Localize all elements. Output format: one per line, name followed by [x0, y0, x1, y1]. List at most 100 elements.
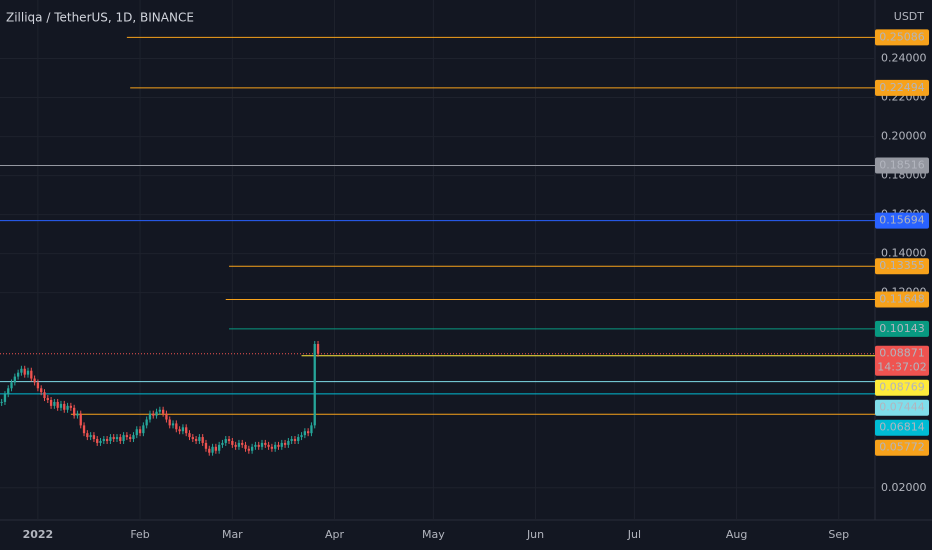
candle-body — [63, 403, 66, 410]
candle-body — [7, 388, 10, 395]
candle-body — [145, 419, 148, 426]
candle-body — [274, 444, 277, 449]
x-tick-label: Jul — [627, 528, 641, 541]
candle-body — [99, 440, 102, 443]
candle-body — [96, 439, 99, 443]
candle-body — [109, 437, 112, 441]
candle-body — [33, 378, 36, 383]
candle-body — [188, 433, 191, 438]
price-badge-label: 0.25086 — [879, 30, 925, 43]
candle-body — [56, 401, 59, 408]
price-badge-label: 0.07444 — [879, 401, 925, 414]
candle-body — [306, 431, 310, 434]
candle-body — [46, 398, 49, 400]
price-badge-label: 0.18516 — [879, 159, 925, 172]
candle-body — [221, 442, 224, 445]
candle-body — [300, 435, 303, 438]
candle-body — [3, 394, 7, 402]
candle-body — [86, 433, 89, 438]
candle-body — [181, 427, 185, 432]
candle-body — [161, 409, 165, 414]
candle-body — [194, 439, 198, 441]
candle-body — [204, 442, 208, 449]
candle-body — [148, 413, 152, 420]
candles — [0, 341, 320, 456]
price-badge — [875, 258, 929, 275]
candle-body — [102, 439, 105, 441]
price-badge-label: 0.05772 — [879, 441, 925, 454]
candle-body — [105, 439, 109, 441]
price-badge-label: 0.10143 — [879, 322, 925, 335]
price-badge — [875, 320, 929, 337]
chart-title: Zilliqa / TetherUS, 1D, BINANCE — [6, 11, 194, 25]
candle-body — [10, 382, 13, 389]
candle-body — [26, 370, 30, 375]
candle-body — [198, 437, 201, 441]
candle-body — [260, 442, 264, 447]
price-badge — [875, 399, 929, 416]
candle-body — [13, 376, 16, 383]
candle-body — [264, 442, 267, 445]
candle-body — [293, 439, 297, 441]
candle-body — [277, 444, 280, 447]
candle-body — [168, 419, 171, 426]
candle-body — [59, 403, 63, 408]
candle-body — [20, 368, 23, 373]
price-badge-label: 0.06814 — [879, 421, 925, 434]
y-tick-label: 0.14000 — [881, 247, 927, 260]
x-tick-label: Jun — [526, 528, 544, 541]
candle-body — [89, 435, 92, 438]
x-tick-label: Mar — [222, 528, 243, 541]
candle-body — [214, 446, 218, 451]
price-badge-label: 0.08871 — [879, 347, 925, 360]
candle-body — [208, 448, 211, 453]
candle-body — [237, 442, 241, 447]
candle-body — [267, 444, 270, 447]
candle-body — [280, 442, 283, 447]
candle-body — [224, 439, 227, 443]
candle-body — [49, 400, 53, 406]
price-badge — [875, 157, 929, 174]
y-tick-label: 0.02000 — [881, 481, 927, 494]
candle-body — [165, 413, 168, 420]
x-tick-label: Apr — [325, 528, 345, 541]
x-tick-label: 2022 — [23, 528, 54, 541]
x-tick-label: Feb — [130, 528, 149, 541]
candle-body — [257, 444, 260, 447]
levels — [0, 36, 875, 415]
candle-body — [201, 437, 204, 443]
candle-body — [247, 448, 250, 451]
candle-body — [290, 439, 293, 441]
candle-body — [92, 435, 96, 440]
price-badge-label: 0.08769 — [879, 381, 925, 394]
candle-body — [185, 427, 188, 434]
candle-body — [30, 370, 33, 379]
candle-body — [119, 437, 122, 441]
candle-body — [175, 423, 178, 430]
candle-body — [142, 425, 145, 434]
candle-body — [129, 437, 132, 440]
candle-body — [310, 425, 313, 434]
price-badge-label: 0.22494 — [879, 81, 925, 94]
candle-body — [122, 435, 125, 441]
candle-body — [66, 405, 69, 410]
candle-body — [316, 344, 320, 354]
candle-body — [270, 446, 274, 449]
candle-body — [132, 435, 135, 440]
candle-body — [241, 442, 244, 445]
candle-body — [191, 437, 194, 440]
x-tick-label: May — [422, 528, 445, 541]
price-badge — [875, 439, 929, 456]
candle-body — [303, 431, 307, 436]
candle-body — [43, 392, 46, 399]
candle-body — [115, 437, 119, 440]
price-badge-label: 0.11648 — [879, 293, 925, 306]
candle-body — [23, 368, 26, 375]
candle-body — [254, 444, 257, 447]
price-badge — [875, 29, 929, 46]
candle-body — [40, 388, 43, 393]
candle-body — [297, 437, 300, 441]
price-badge — [875, 379, 929, 396]
badges: 0.25086 0.22494 0.18516 0.15694 0.13355 0.116… — [875, 29, 929, 456]
